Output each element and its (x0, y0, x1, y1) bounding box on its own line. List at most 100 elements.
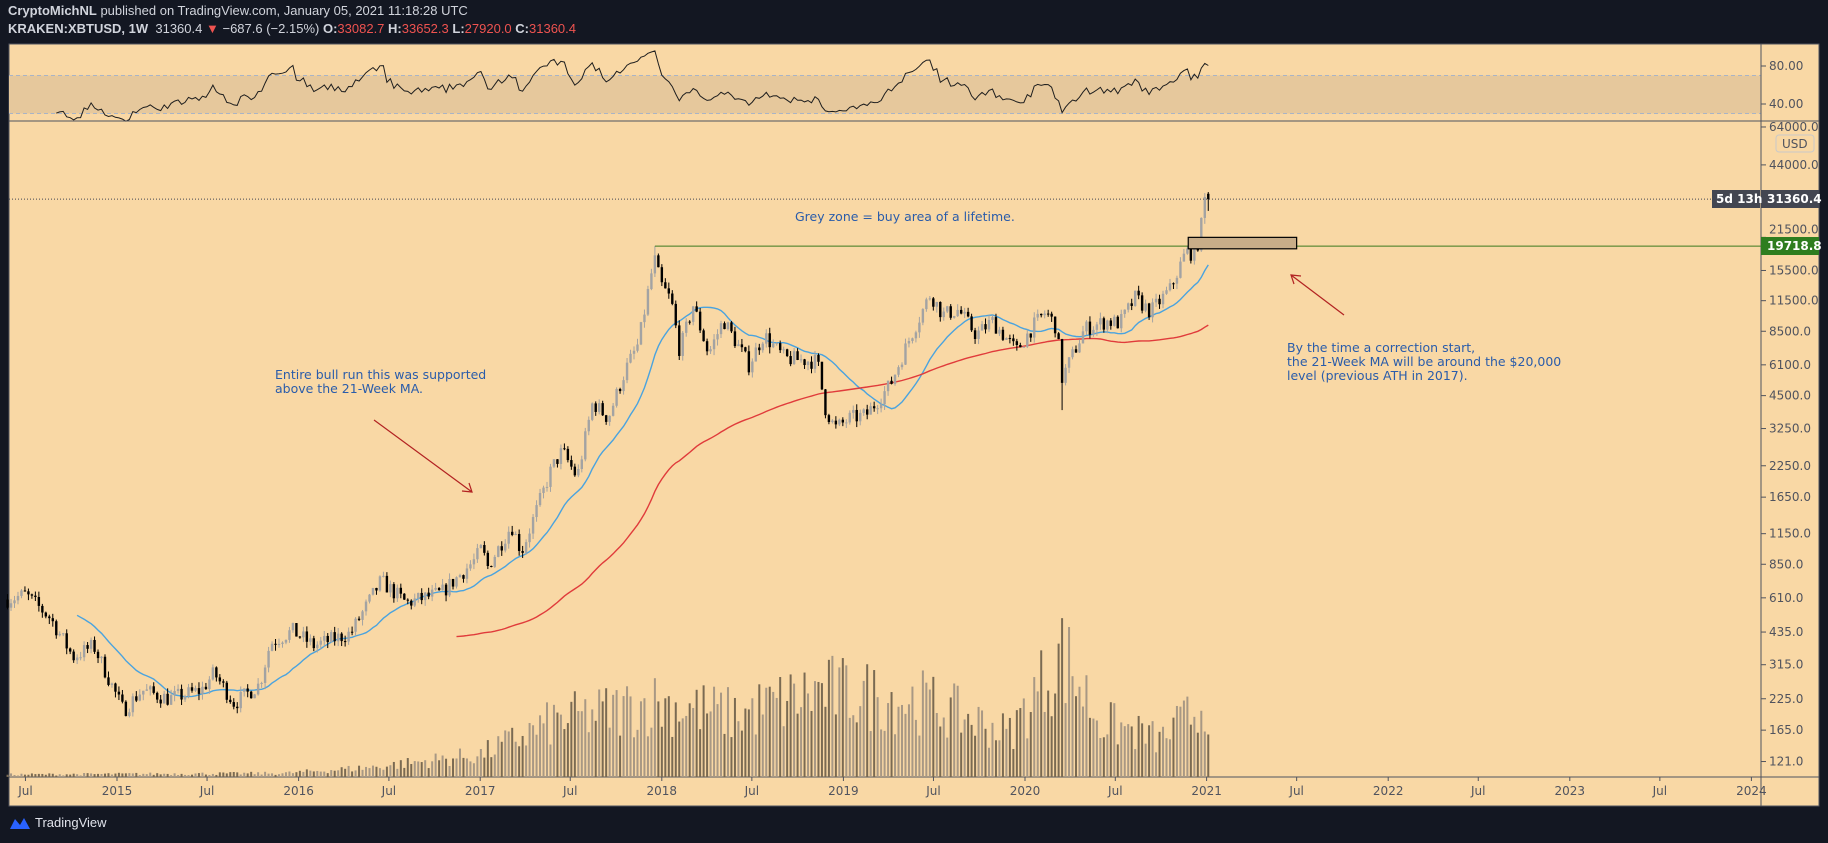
candle (483, 541, 486, 556)
candle (1120, 309, 1123, 333)
correction-note-line1[interactable]: By the time a correction start, (1287, 340, 1475, 355)
candle (1085, 320, 1088, 336)
tradingview-logo[interactable]: TradingView (9, 815, 107, 830)
candle (921, 308, 925, 326)
candle-body (914, 332, 918, 339)
candle (239, 686, 242, 713)
candle (236, 702, 239, 714)
arrow-to-zone[interactable] (1290, 274, 1345, 316)
candle-body (128, 712, 131, 716)
candle-body (942, 311, 945, 318)
close-value: 31360.4 (529, 21, 577, 36)
candle (664, 278, 667, 289)
volume-bar (789, 674, 792, 777)
candle (249, 690, 253, 699)
candle (197, 682, 201, 701)
candle (545, 481, 549, 492)
candle-body (622, 380, 625, 392)
volume-bar (51, 773, 54, 777)
candle (772, 339, 775, 349)
candle (845, 419, 848, 428)
candle-body (86, 645, 89, 649)
candle (1203, 193, 1206, 224)
candle (549, 463, 552, 492)
bull-run-note-line2[interactable]: above the 21-Week MA. (275, 381, 423, 396)
candle (573, 463, 577, 477)
arrow-to-ma[interactable] (373, 419, 473, 493)
candle-body (855, 409, 858, 422)
currency-label[interactable]: USD (1775, 134, 1815, 153)
volume-bar (831, 655, 834, 777)
candle-body (1026, 333, 1029, 347)
candle (824, 388, 827, 419)
candle (956, 304, 959, 318)
candle-body (726, 322, 730, 330)
candle (23, 586, 27, 592)
candle-body (316, 644, 319, 649)
volume-bar (730, 737, 733, 777)
candle (594, 401, 597, 416)
volume-bar (782, 726, 785, 777)
volume-bar (291, 773, 294, 777)
candle-body (1071, 349, 1074, 358)
volume-bar (1196, 732, 1199, 777)
bull-run-note-line1[interactable]: Entire bull run this was supported (275, 367, 486, 382)
candle-body (559, 448, 563, 464)
correction-note-line3[interactable]: level (previous ATH in 2017). (1287, 368, 1468, 383)
candle-body (58, 633, 61, 636)
candle (810, 356, 813, 374)
volume-bar (848, 717, 851, 777)
candle-body (121, 694, 124, 702)
volume-bar (566, 723, 569, 777)
candle (775, 342, 778, 346)
candle (984, 318, 987, 334)
price-tick-label: 4500.0 (1769, 389, 1811, 403)
volume-bar (1078, 686, 1081, 777)
candle (552, 458, 556, 469)
volume-bar (643, 698, 646, 777)
candle (378, 575, 382, 592)
time-axis[interactable]: Jul 2015 Jul 2016 Jul 2017 Jul 2018 Jul 2019 Jul 20… (17, 777, 1767, 798)
grey-zone-note[interactable]: Grey zone = buy area of a lifetime. (795, 209, 1015, 224)
candle (559, 444, 563, 470)
author-name[interactable]: CryptoMichNL (8, 3, 97, 18)
buy-zone-rectangle[interactable] (1187, 236, 1298, 250)
candle (674, 300, 677, 329)
candle-body (785, 349, 789, 357)
publish-text: published on TradingView.com, January 05… (96, 3, 468, 18)
candle-body (371, 587, 375, 595)
price-axis[interactable]: 64000.0 44000.0 21500.0 15500.0 11500.0 8500.… (1761, 59, 1819, 769)
volume-bar (532, 725, 535, 777)
candle (1008, 334, 1012, 344)
price-change: −687.6 (−2.15%) (222, 21, 320, 36)
candle (434, 582, 437, 591)
volume-bar (813, 681, 816, 777)
candle-body (16, 595, 20, 601)
correction-note-line2[interactable]: the 21-Week MA will be around the $20,00… (1287, 354, 1561, 369)
candle (326, 633, 329, 649)
candle (678, 320, 681, 361)
candle (330, 629, 333, 643)
volume-bar (65, 774, 68, 777)
volume-bar (135, 772, 138, 777)
volume-bar (967, 713, 970, 777)
price-tick-label: 44000.0 (1769, 158, 1819, 172)
candle (382, 571, 385, 578)
candle (58, 631, 61, 637)
candle (925, 297, 928, 312)
volume-bar (779, 677, 782, 777)
volume-bar (145, 774, 148, 777)
candle-body (570, 460, 573, 467)
candle-body (709, 349, 712, 352)
candle (765, 329, 768, 348)
candle-body (403, 593, 406, 600)
candle-body (862, 409, 865, 413)
candle-body (510, 531, 514, 535)
volume-bar (615, 690, 618, 777)
candle (218, 674, 222, 685)
candle-body (225, 682, 229, 700)
time-tick-label: Jul (1288, 784, 1303, 798)
candle-body (1008, 338, 1012, 340)
candle (601, 400, 604, 417)
